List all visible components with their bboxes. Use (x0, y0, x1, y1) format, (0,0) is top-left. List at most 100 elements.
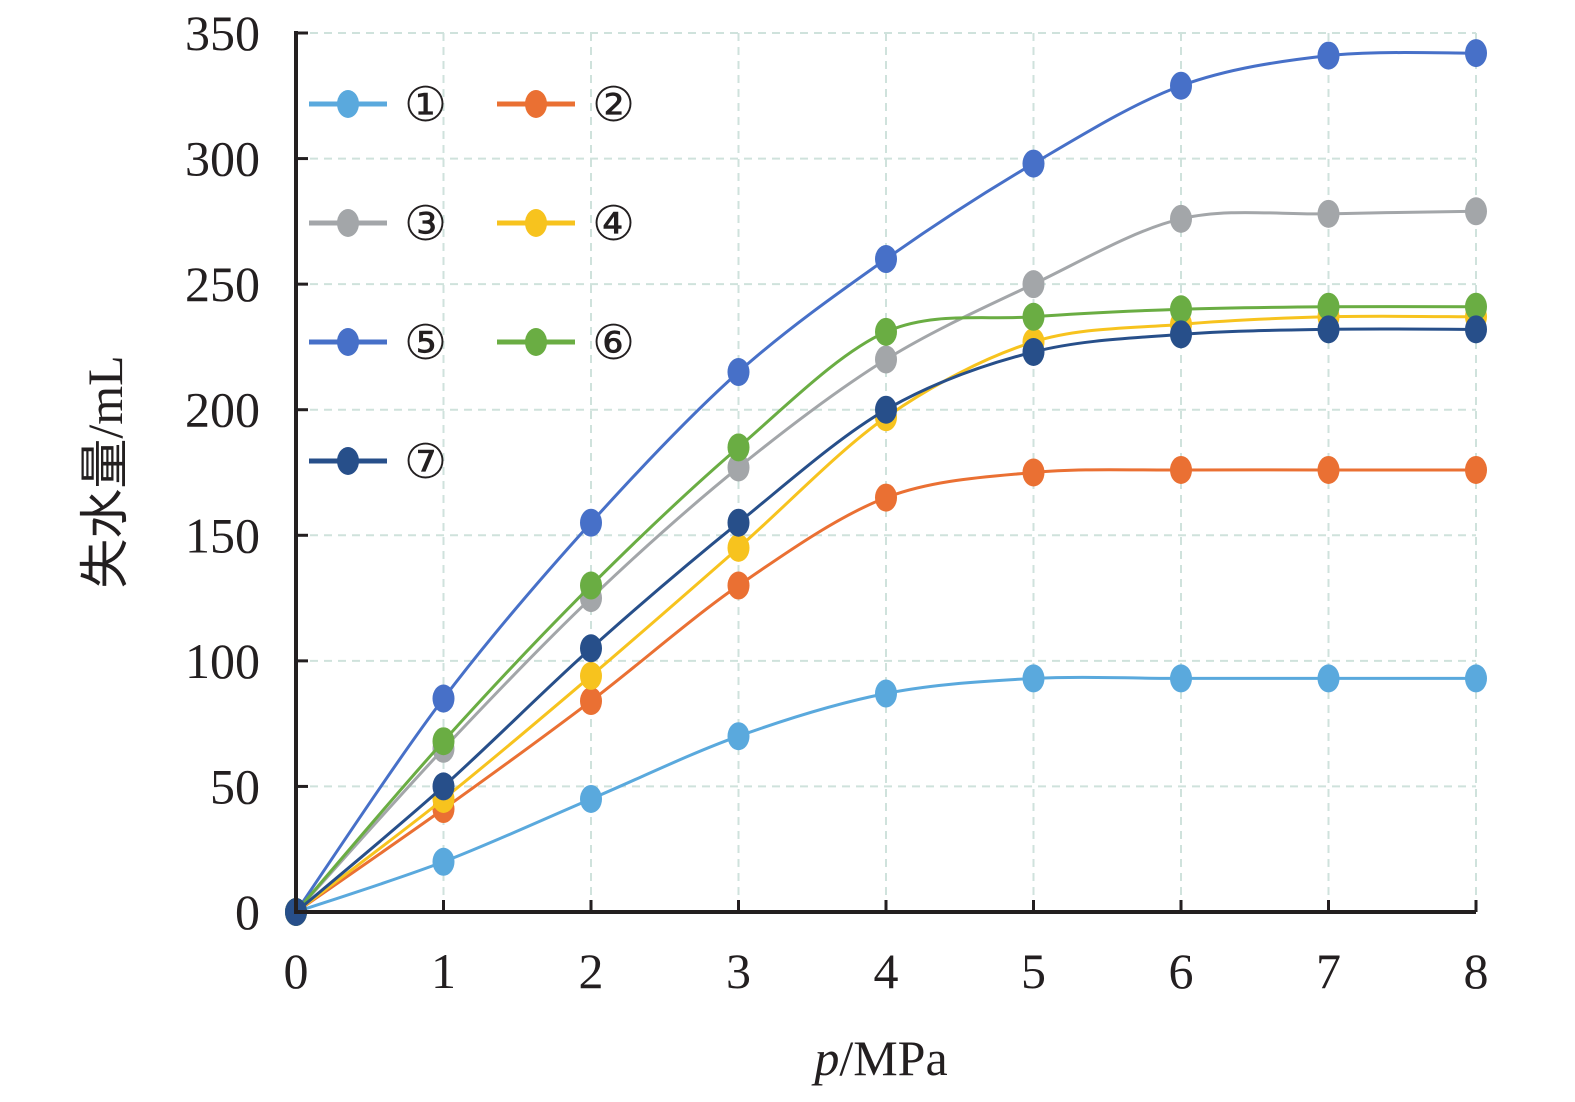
series-line (295, 327, 1477, 914)
data-point (1170, 320, 1192, 349)
y-tick-label: 50 (210, 758, 260, 814)
legend-label: ④ (592, 198, 635, 251)
data-point (580, 571, 602, 600)
legend-item: ① (309, 79, 447, 132)
legend-item: ② (497, 79, 635, 132)
data-point (1170, 455, 1192, 484)
x-axis-title: p/MPa (811, 1030, 947, 1086)
legend-label: ③ (404, 198, 447, 251)
data-point (1465, 455, 1487, 484)
x-tick-label: 5 (1021, 943, 1046, 999)
data-point (432, 684, 455, 713)
x-tick-label: 2 (579, 943, 604, 999)
data-point (1170, 204, 1192, 233)
legend-swatch-marker (525, 90, 547, 118)
data-point (1317, 199, 1340, 228)
data-point (727, 358, 750, 387)
data-point (727, 571, 750, 600)
x-tick-label: 8 (1464, 943, 1489, 999)
data-point (1022, 302, 1045, 331)
y-tick-label: 150 (185, 507, 260, 563)
data-point (580, 687, 602, 716)
series-5 (285, 39, 1487, 926)
legend-item: ⑤ (309, 317, 447, 370)
y-tick-label: 100 (185, 633, 260, 689)
data-point (1170, 71, 1192, 100)
legend-swatch-marker (337, 209, 359, 237)
legend-item: ④ (497, 198, 635, 251)
x-tick-label: 0 (284, 943, 309, 999)
legend-swatch-marker (337, 90, 359, 118)
data-point (1317, 455, 1340, 484)
legend-label: ⑥ (592, 317, 635, 370)
data-point (727, 508, 750, 537)
data-point (580, 508, 602, 537)
data-point (432, 727, 455, 756)
legend-label: ⑤ (404, 317, 447, 370)
data-point (727, 722, 750, 751)
data-point (1465, 197, 1487, 226)
data-point (1022, 664, 1045, 693)
data-point (1022, 149, 1045, 178)
series-7 (285, 315, 1487, 926)
series-layer (285, 39, 1487, 926)
grid-lines (296, 32, 1477, 912)
x-axis-title-unit: /MPa (839, 1030, 947, 1086)
y-tick-label: 250 (185, 256, 260, 312)
data-point (1022, 337, 1045, 366)
y-tick-label: 0 (235, 884, 260, 940)
legend: ① ② ③ ④ ⑤ ⑥ ⑦ (309, 79, 635, 489)
legend-label: ⑦ (404, 436, 447, 489)
y-tick-label: 350 (185, 5, 260, 61)
y-tick-label: 200 (185, 382, 260, 438)
x-tick-label: 4 (874, 943, 899, 999)
data-point (1022, 270, 1045, 299)
data-point (1317, 664, 1340, 693)
data-point (1465, 292, 1487, 321)
data-point (727, 433, 750, 462)
data-point (875, 345, 897, 374)
x-tick-label: 3 (726, 943, 751, 999)
legend-label: ② (592, 79, 635, 132)
data-point (1317, 41, 1340, 70)
series-line (295, 314, 1477, 914)
data-point (1465, 315, 1487, 344)
data-point (1170, 664, 1192, 693)
y-tick-label: 300 (185, 131, 260, 187)
legend-swatch-marker (337, 328, 359, 356)
series-line (294, 209, 1477, 914)
data-point (875, 679, 897, 708)
series-line (294, 51, 1477, 913)
y-axis-title: 失水量/mL (77, 355, 133, 588)
data-point (875, 245, 897, 274)
x-axis-ticks: 0 1 2 3 4 5 6 7 8 (284, 900, 1489, 999)
series-line (294, 305, 1477, 913)
legend-item: ⑥ (497, 317, 635, 370)
data-point (1465, 39, 1487, 68)
y-axis-ticks: 0 50 100 150 200 250 300 350 (185, 5, 308, 940)
legend-label: ① (404, 79, 447, 132)
data-point (875, 395, 897, 424)
legend-item: ⑦ (309, 436, 447, 489)
legend-swatch-marker (525, 328, 547, 356)
data-point (1317, 315, 1340, 344)
data-point (727, 453, 750, 482)
data-point (875, 317, 897, 346)
legend-swatch-marker (337, 447, 359, 475)
data-point (580, 661, 602, 690)
data-point (432, 847, 455, 876)
data-point (727, 533, 750, 562)
data-point (432, 772, 455, 801)
x-tick-label: 6 (1169, 943, 1194, 999)
x-axis-title-symbol: p (811, 1030, 839, 1086)
series-6 (285, 292, 1487, 926)
data-point (1317, 292, 1340, 321)
data-point (580, 634, 602, 663)
legend-item: ③ (309, 198, 447, 251)
data-point (1170, 295, 1192, 324)
data-point (1022, 458, 1045, 487)
x-tick-label: 1 (431, 943, 456, 999)
legend-swatch-marker (525, 209, 547, 237)
data-point (1465, 664, 1487, 693)
